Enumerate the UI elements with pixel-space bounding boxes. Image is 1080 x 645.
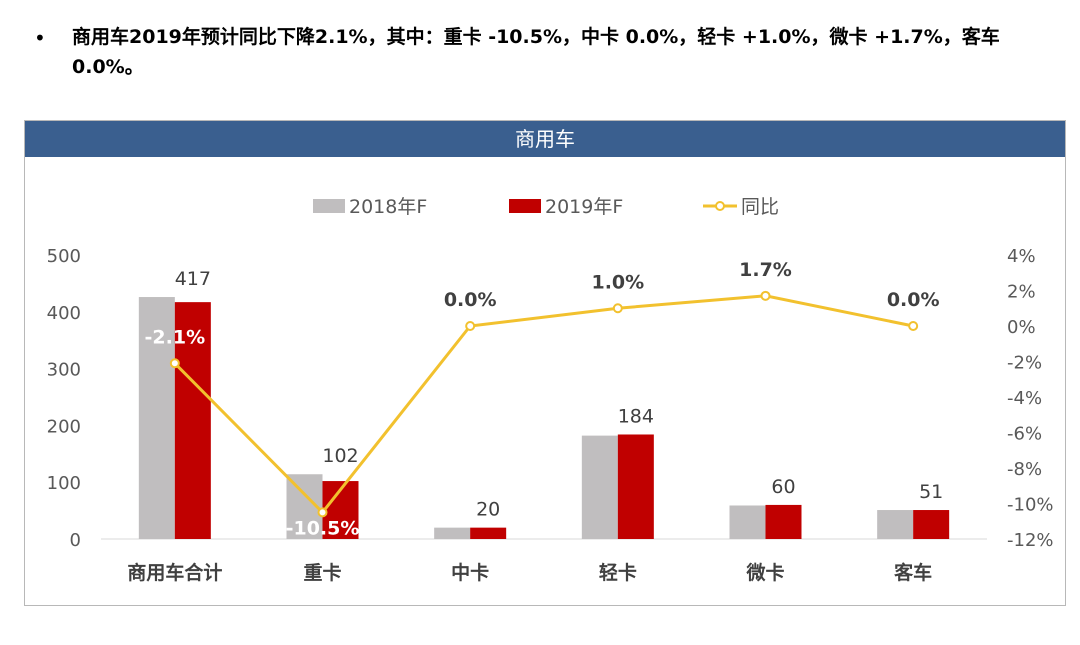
right-axis-tick-label: -2% bbox=[1007, 353, 1042, 374]
right-axis-tick-label: -4% bbox=[1007, 388, 1042, 409]
bar-data-label: 184 bbox=[618, 405, 654, 427]
bar-data-label: 20 bbox=[476, 499, 500, 521]
bar-2019 bbox=[765, 504, 802, 539]
right-axis-tick-label: 0% bbox=[1007, 317, 1036, 338]
yoy-data-label: -2.1% bbox=[145, 326, 206, 348]
chart-title: 商用车 bbox=[25, 121, 1065, 157]
bullet-marker: • bbox=[34, 26, 46, 50]
bar-data-label: 417 bbox=[175, 268, 211, 290]
yoy-data-label: 1.0% bbox=[591, 271, 644, 293]
bar-2018 bbox=[581, 435, 618, 539]
category-label: 重卡 bbox=[303, 561, 341, 584]
chart-svg: 0 100 200 300 400 500 -12% -10% -8% -6% -4% -2% 0% 2%… bbox=[47, 196, 1054, 584]
bar-2018 bbox=[877, 510, 914, 539]
legend-marker-yoy bbox=[715, 201, 725, 211]
right-axis-tick-label: 2% bbox=[1007, 282, 1036, 303]
bar-2019 bbox=[913, 510, 950, 539]
bar-data-label: 51 bbox=[919, 481, 943, 503]
legend-label-2019: 2019年F bbox=[545, 196, 623, 218]
left-axis-tick-label: 100 bbox=[47, 473, 81, 494]
bullet-text: 商用车2019年预计同比下降2.1%，其中：重卡 -10.5%，中卡 0.0%，… bbox=[72, 26, 1000, 78]
yoy-data-label: -10.5% bbox=[286, 517, 360, 539]
left-axis-tick-label: 0 bbox=[70, 530, 81, 551]
left-axis-tick-label: 400 bbox=[47, 303, 81, 324]
bar-2018 bbox=[138, 297, 175, 539]
yoy-point bbox=[169, 358, 180, 369]
chart-panel: 商用车 0 100 200 300 400 500 -12% -10% -8% -6% -4% -2%… bbox=[24, 120, 1066, 606]
bar-2019 bbox=[617, 434, 654, 539]
yoy-point bbox=[760, 290, 771, 301]
yoy-point bbox=[317, 507, 328, 518]
bar-data-label: 102 bbox=[322, 445, 358, 467]
bar-2018 bbox=[729, 505, 766, 539]
right-axis-tick-label: -12% bbox=[1007, 530, 1054, 551]
legend-label-yoy: 同比 bbox=[741, 196, 779, 218]
yoy-data-label: 1.7% bbox=[739, 259, 792, 281]
legend-label-2018: 2018年F bbox=[349, 196, 427, 218]
yoy-point bbox=[465, 321, 476, 331]
category-label: 商用车合计 bbox=[127, 561, 222, 584]
legend-swatch-2019 bbox=[509, 199, 541, 213]
category-label: 中卡 bbox=[451, 561, 489, 584]
left-axis-tick-label: 200 bbox=[47, 416, 81, 437]
yoy-point bbox=[612, 303, 623, 314]
right-axis-tick-label: -8% bbox=[1007, 459, 1042, 480]
left-axis-tick-label: 300 bbox=[47, 360, 81, 381]
bar-2019 bbox=[470, 527, 507, 539]
right-axis-tick-label: -10% bbox=[1007, 495, 1054, 516]
left-axis-tick-label: 500 bbox=[47, 246, 81, 267]
right-axis-tick-label: -6% bbox=[1007, 424, 1042, 445]
yoy-data-label: 0.0% bbox=[887, 289, 940, 311]
bar-data-label: 60 bbox=[771, 476, 795, 498]
yoy-line bbox=[173, 294, 914, 515]
bar-2018 bbox=[434, 527, 471, 539]
bar-2019 bbox=[174, 302, 211, 539]
yoy-point bbox=[908, 321, 919, 331]
category-label: 微卡 bbox=[745, 561, 784, 584]
right-axis-tick-label: 4% bbox=[1007, 246, 1036, 267]
category-label: 客车 bbox=[894, 561, 932, 584]
legend-swatch-2018 bbox=[313, 199, 345, 213]
category-label: 轻卡 bbox=[599, 561, 637, 584]
yoy-data-label: 0.0% bbox=[444, 289, 497, 311]
